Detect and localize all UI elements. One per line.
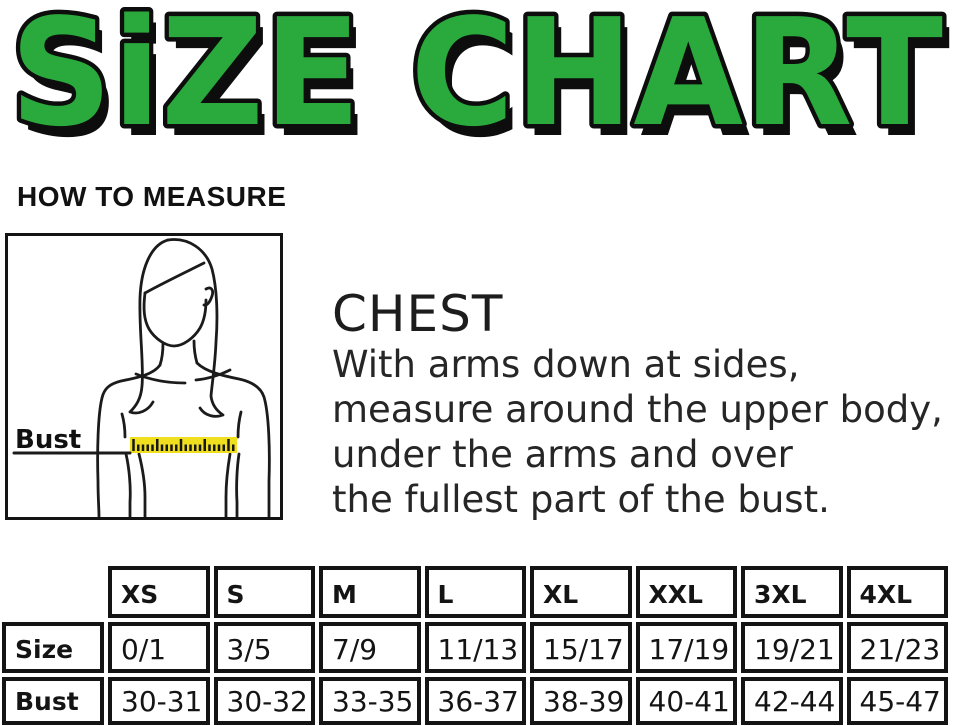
torso-left-line xyxy=(137,452,147,517)
how-to-measure-heading: HOW TO MEASURE xyxy=(17,181,287,212)
bust-label: Bust xyxy=(15,425,81,455)
hair-left-line xyxy=(128,238,170,415)
arm-inner-left-line xyxy=(124,452,132,517)
size-chart-title-art: SiZE CHART SiZE CHART xyxy=(6,0,951,170)
col-header-l: L xyxy=(424,566,526,618)
bust-value-s: 30-32 xyxy=(213,677,315,725)
collarbone-left-dash xyxy=(134,372,187,385)
bust-value-4xl: 45-47 xyxy=(846,677,948,725)
face-outline xyxy=(142,291,208,348)
woman-outline-drawing: Bust xyxy=(12,238,271,517)
size-chart-table: XS S M L XL XXL 3XL 4XL Size 0/1 3/5 7/9… xyxy=(2,566,948,725)
col-header-m: M xyxy=(319,566,421,618)
size-value-xxl: 17/19 xyxy=(635,622,737,673)
chest-instruction-line: With arms down at sides, xyxy=(332,343,800,386)
page-title: SiZE CHART xyxy=(10,0,943,159)
row-label-size: Size xyxy=(2,622,104,673)
armpit-left-line xyxy=(120,412,127,439)
hair-right-line xyxy=(166,238,225,418)
fringe-line xyxy=(143,261,206,295)
col-header-xxl: XXL xyxy=(635,566,737,618)
bust-value-xs: 30-31 xyxy=(108,677,210,725)
bust-value-3xl: 42-44 xyxy=(741,677,843,725)
title-shadow-text: SiZE CHART xyxy=(17,0,950,160)
size-value-xs: 0/1 xyxy=(108,622,210,673)
shoulder-arm-right-line xyxy=(195,361,271,517)
tape-ruler-ticks xyxy=(132,439,235,451)
chest-instruction-line: the fullest part of the bust. xyxy=(332,478,830,521)
col-header-xs: XS xyxy=(108,566,210,618)
col-header-xl: XL xyxy=(530,566,632,618)
measure-figure-box: Bust xyxy=(5,233,283,520)
shoulder-arm-left-line xyxy=(96,363,162,517)
bust-value-xl: 38-39 xyxy=(530,677,632,725)
chest-instructions: CHEST With arms down at sides, measure a… xyxy=(332,286,952,522)
arm-inner-right-line xyxy=(235,452,241,517)
bust-value-l: 36-37 xyxy=(424,677,526,725)
table-corner-cell xyxy=(2,566,104,618)
col-header-4xl: 4XL xyxy=(846,566,948,618)
title-banner: SiZE CHART SiZE CHART xyxy=(0,0,953,170)
row-label-bust: Bust xyxy=(2,677,104,725)
armpit-right-line xyxy=(236,410,243,439)
neck-right-line xyxy=(192,339,199,365)
torso-right-line xyxy=(224,452,232,517)
bust-value-m: 33-35 xyxy=(319,677,421,725)
size-value-xl: 15/17 xyxy=(530,622,632,673)
size-value-4xl: 21/23 xyxy=(846,622,948,673)
ear-line xyxy=(202,286,215,307)
bust-value-xxl: 40-41 xyxy=(635,677,737,725)
col-header-3xl: 3XL xyxy=(741,566,843,618)
chest-instruction-line: under the arms and over xyxy=(332,433,793,476)
chest-instruction-line: measure around the upper body, xyxy=(332,388,943,431)
collarbone-right-dash xyxy=(194,368,232,382)
size-value-3xl: 19/21 xyxy=(741,622,843,673)
neck-left-line xyxy=(158,341,165,367)
size-value-m: 7/9 xyxy=(319,622,421,673)
size-value-l: 11/13 xyxy=(424,622,526,673)
chest-heading: CHEST xyxy=(332,285,504,343)
bust-tape xyxy=(130,437,237,453)
col-header-s: S xyxy=(213,566,315,618)
size-value-s: 3/5 xyxy=(213,622,315,673)
